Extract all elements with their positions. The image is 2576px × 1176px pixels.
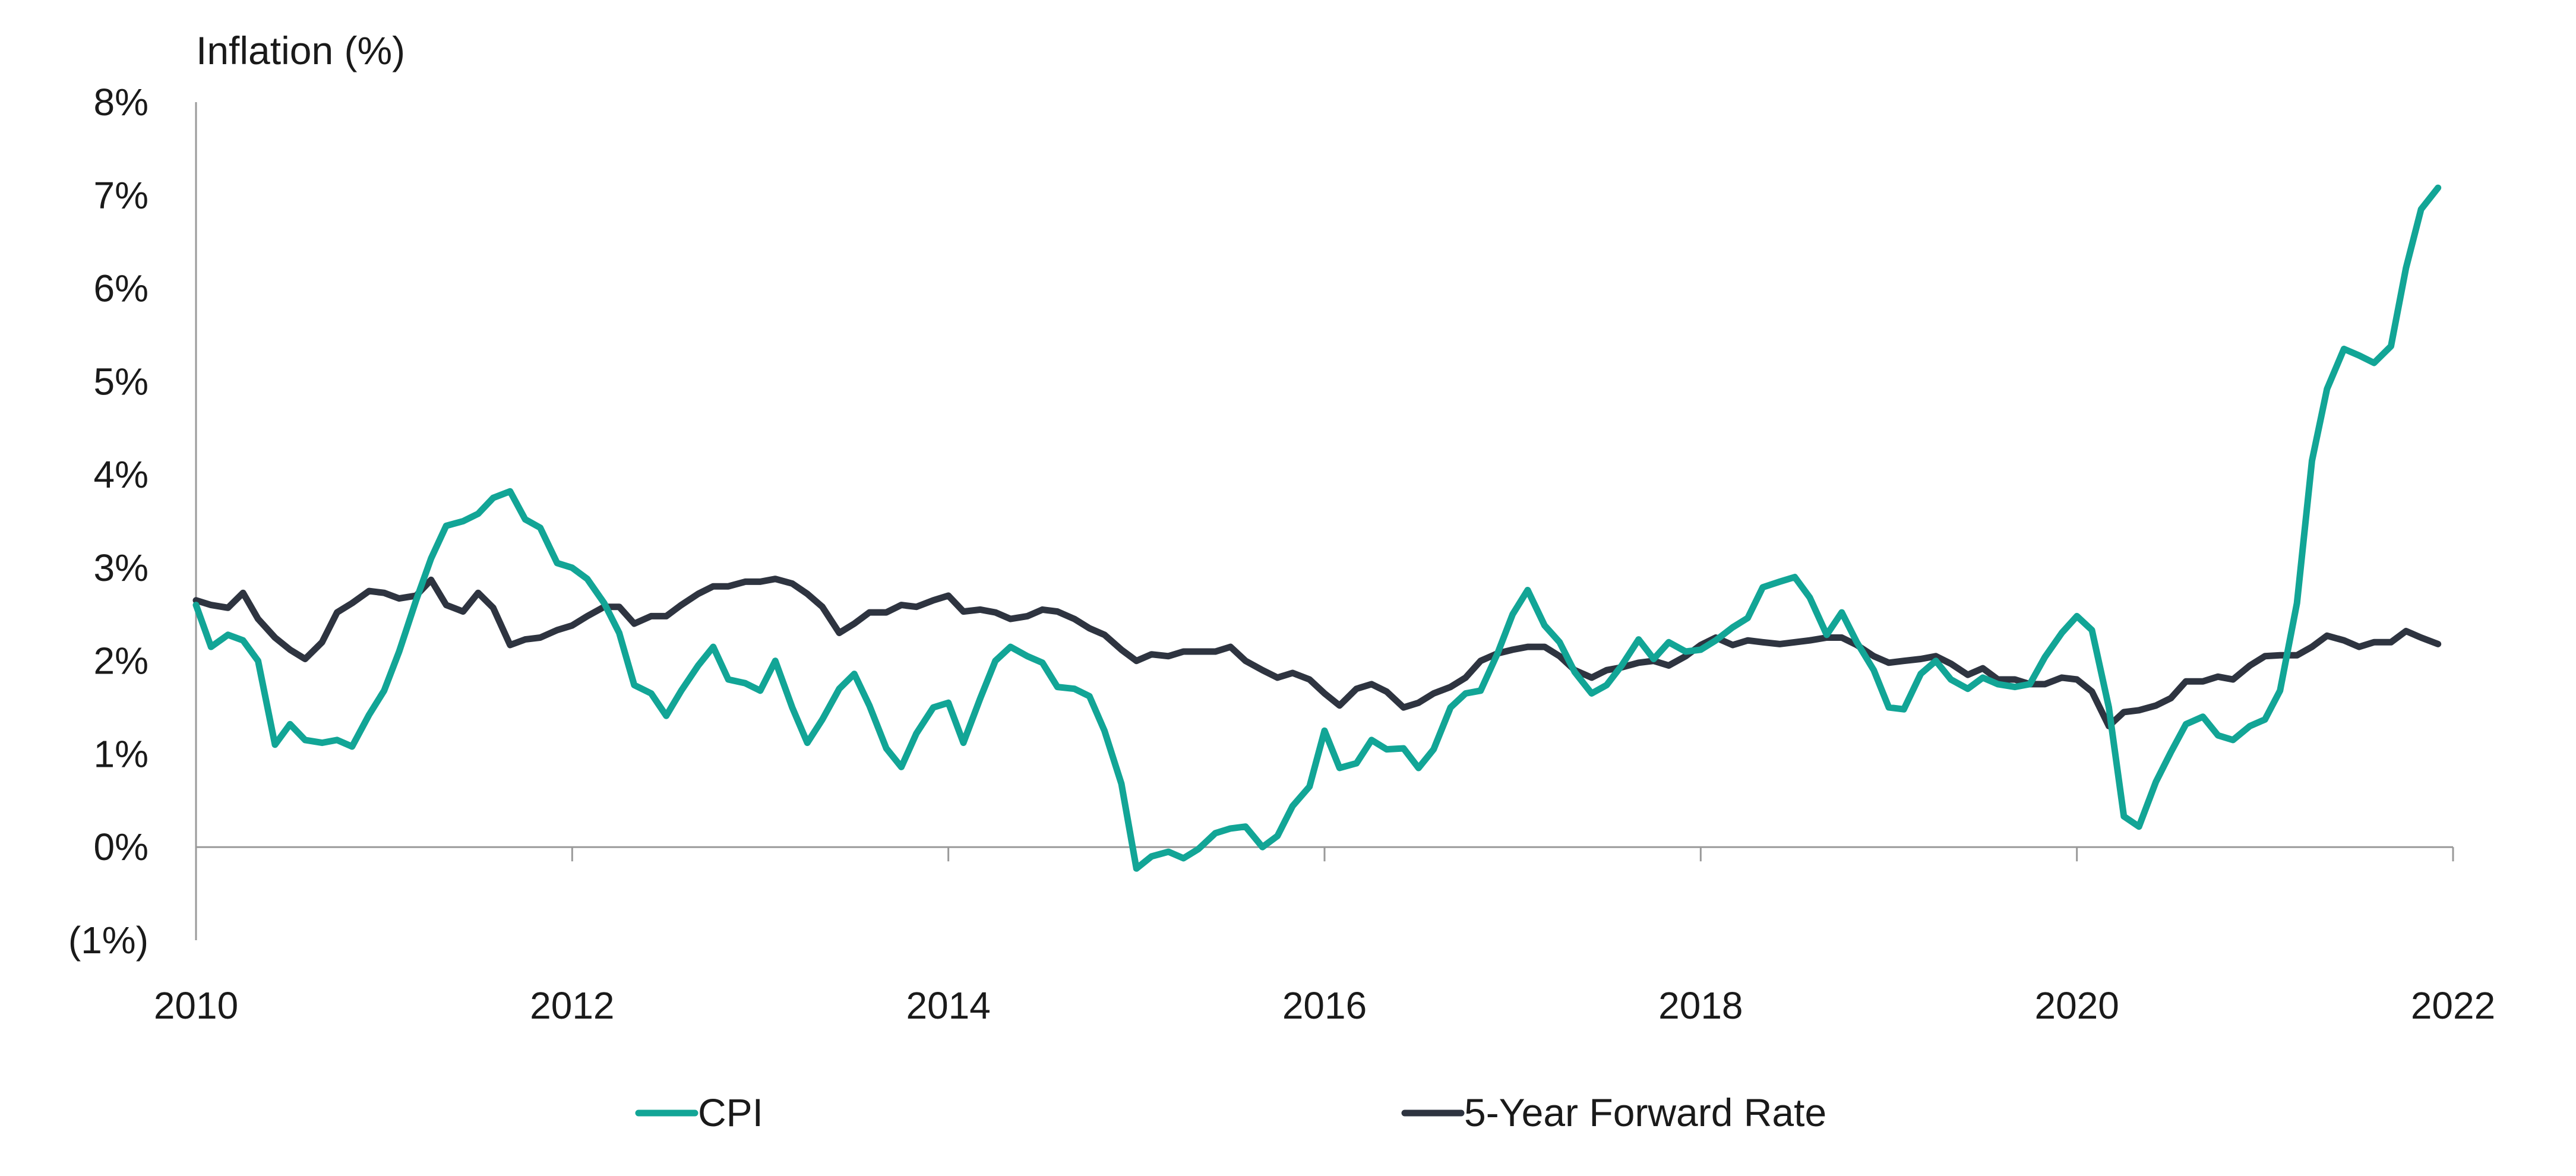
y-axis: 8% 7% 6% 5% 4% 3% 2% 1% 0% (1%) xyxy=(68,81,197,962)
series-line-forward-rate xyxy=(192,576,2442,729)
x-tick-label: 2010 xyxy=(154,984,238,1027)
y-tick-label: 8% xyxy=(94,81,149,124)
y-tick-label: 1% xyxy=(94,732,149,775)
y-tick-label: 5% xyxy=(94,360,149,403)
legend-label-cpi: CPI xyxy=(698,1090,763,1134)
series-line-cpi xyxy=(192,184,2442,872)
y-tick-label: 4% xyxy=(94,453,149,496)
legend-label-forward-rate: 5-Year Forward Rate xyxy=(1464,1090,1826,1134)
y-tick-label: 6% xyxy=(94,267,149,310)
y-tick-label: (1%) xyxy=(68,919,148,962)
y-axis-title: Inflation (%) xyxy=(196,29,405,72)
x-axis: 2010 2012 2014 2016 2018 2020 2022 xyxy=(154,846,2495,1027)
x-tick-label: 2022 xyxy=(2411,984,2495,1027)
series-layer xyxy=(192,184,2442,872)
y-tick-label: 3% xyxy=(94,546,149,589)
y-tick-label: 7% xyxy=(94,174,149,217)
y-tick-label: 2% xyxy=(94,640,149,682)
y-tick-label: 0% xyxy=(94,826,149,868)
legend: CPI 5-Year Forward Rate xyxy=(635,1090,1826,1134)
x-tick-label: 2020 xyxy=(2034,984,2119,1027)
x-tick-label: 2016 xyxy=(1282,984,1367,1027)
x-tick-label: 2018 xyxy=(1658,984,1743,1027)
x-tick-label: 2012 xyxy=(530,984,614,1027)
x-tick-label: 2014 xyxy=(906,984,990,1027)
